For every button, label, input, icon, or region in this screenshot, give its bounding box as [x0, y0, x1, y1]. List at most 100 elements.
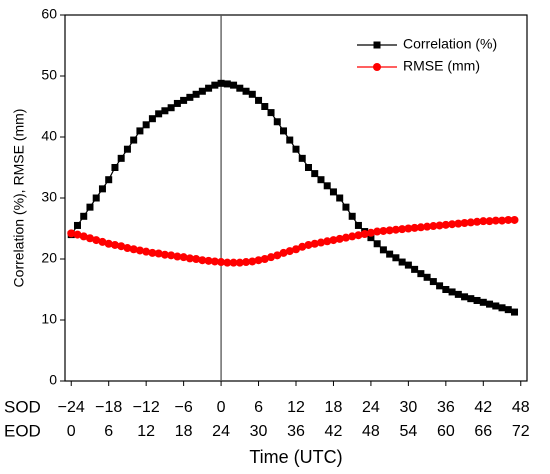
marker: [160, 250, 169, 259]
marker: [186, 93, 194, 101]
marker: [423, 273, 431, 281]
marker: [179, 253, 188, 262]
series: [67, 215, 519, 267]
marker: [142, 247, 151, 256]
x-tick-label: −6: [174, 399, 192, 416]
marker: [366, 228, 375, 237]
marker: [136, 127, 144, 135]
marker: [92, 236, 101, 245]
marker: [229, 258, 238, 267]
marker: [254, 256, 263, 265]
marker: [429, 278, 437, 286]
marker: [260, 255, 269, 263]
x-tick-label: 6: [254, 399, 263, 416]
y-axis-label: Correlation (%), RMSE (mm): [11, 109, 27, 288]
marker: [411, 265, 419, 273]
marker: [198, 256, 207, 265]
marker: [479, 298, 487, 306]
marker: [192, 255, 201, 263]
marker: [316, 238, 325, 247]
marker: [448, 288, 456, 296]
marker: [98, 237, 107, 246]
marker: [329, 188, 337, 196]
x-tick-label: −24: [58, 399, 85, 416]
marker: [504, 306, 512, 314]
marker: [273, 251, 282, 260]
x-tick-label: 48: [512, 399, 530, 416]
marker: [73, 230, 82, 239]
marker: [154, 249, 163, 258]
x-tick-label: 36: [437, 399, 455, 416]
marker: [279, 248, 288, 257]
marker: [423, 222, 432, 231]
marker: [417, 270, 425, 278]
legend-marker: [373, 63, 381, 71]
marker: [317, 176, 325, 184]
marker: [80, 212, 88, 220]
marker: [248, 90, 256, 98]
marker: [386, 250, 394, 258]
marker: [135, 246, 144, 255]
marker: [436, 282, 444, 290]
marker: [217, 258, 226, 267]
y-tick-label: 0: [49, 372, 57, 388]
marker: [148, 248, 157, 257]
marker: [460, 219, 469, 228]
x-tick-label: −18: [95, 399, 122, 416]
marker: [360, 229, 369, 238]
marker: [267, 253, 276, 262]
marker: [373, 240, 381, 248]
marker: [255, 96, 263, 104]
marker: [204, 256, 213, 265]
marker: [466, 218, 475, 227]
marker: [85, 234, 94, 243]
marker: [329, 236, 338, 245]
marker: [398, 258, 406, 266]
marker: [117, 154, 125, 162]
x-tick-label: 12: [287, 399, 305, 416]
marker: [304, 164, 312, 171]
marker: [192, 90, 200, 98]
marker: [286, 136, 294, 144]
marker: [161, 107, 169, 115]
marker: [185, 254, 194, 263]
marker: [342, 203, 350, 211]
marker: [461, 293, 469, 301]
marker: [292, 145, 300, 153]
marker: [111, 164, 119, 171]
marker: [123, 145, 131, 153]
marker: [285, 247, 294, 256]
marker: [210, 257, 219, 266]
y-tick-label: 30: [41, 189, 57, 205]
marker: [104, 239, 113, 248]
x-axis-label: Time (UTC): [249, 447, 342, 467]
x2-tick-label: 42: [325, 423, 343, 440]
x-row-label: SOD: [4, 397, 41, 416]
marker: [117, 242, 126, 251]
marker: [479, 217, 488, 226]
marker: [173, 99, 181, 107]
x-tick-label: 42: [474, 399, 492, 416]
marker: [367, 234, 375, 242]
marker: [435, 221, 444, 230]
series: [67, 79, 519, 316]
marker: [211, 81, 219, 89]
marker: [280, 127, 288, 135]
marker: [167, 104, 175, 112]
marker: [404, 261, 412, 269]
marker: [441, 220, 450, 229]
x2-tick-label: 6: [104, 423, 113, 440]
marker: [454, 219, 463, 228]
marker: [248, 257, 257, 266]
marker: [323, 237, 332, 246]
marker: [67, 229, 76, 238]
marker: [123, 244, 132, 253]
marker: [348, 232, 357, 241]
marker: [129, 245, 138, 254]
marker: [404, 224, 413, 233]
marker: [485, 217, 494, 226]
y-tick-label: 10: [41, 311, 57, 327]
marker: [79, 232, 88, 241]
marker: [180, 96, 188, 104]
